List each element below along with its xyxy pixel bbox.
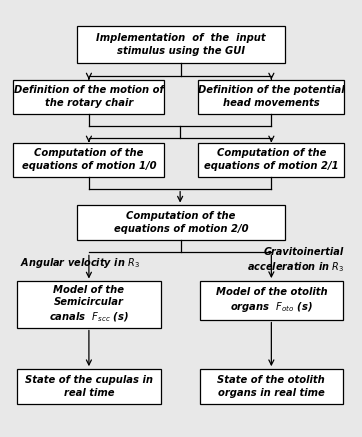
Text: Model of the
Semicircular
canals  $F_{scc}$ (s): Model of the Semicircular canals $F_{scc…: [49, 284, 129, 324]
FancyBboxPatch shape: [77, 205, 285, 240]
FancyBboxPatch shape: [17, 281, 161, 328]
Text: Computation of the
equations of motion 2/1: Computation of the equations of motion 2…: [204, 149, 339, 171]
FancyBboxPatch shape: [13, 142, 164, 177]
Text: Implementation  of  the  input
stimulus using the GUI: Implementation of the input stimulus usi…: [96, 33, 266, 56]
FancyBboxPatch shape: [200, 369, 342, 403]
Text: Computation of the
equations of motion 2/0: Computation of the equations of motion 2…: [114, 212, 248, 234]
FancyBboxPatch shape: [77, 25, 285, 63]
FancyBboxPatch shape: [13, 80, 164, 114]
FancyBboxPatch shape: [200, 281, 342, 319]
Text: Model of the otolith
organs  $F_{oto}$ (s): Model of the otolith organs $F_{oto}$ (s…: [215, 287, 327, 314]
Text: Angular velocity in $R_3$: Angular velocity in $R_3$: [20, 257, 140, 271]
FancyBboxPatch shape: [198, 80, 344, 114]
FancyBboxPatch shape: [198, 142, 344, 177]
Text: Definition of the potential
head movements: Definition of the potential head movemen…: [198, 86, 345, 108]
Text: State of the cupulas in
real time: State of the cupulas in real time: [25, 375, 153, 398]
Text: Definition of the motion of
the rotary chair: Definition of the motion of the rotary c…: [14, 86, 164, 108]
Text: Gravitoinertial
acceleration in $R_3$: Gravitoinertial acceleration in $R_3$: [247, 247, 344, 274]
Text: Computation of the
equations of motion 1/0: Computation of the equations of motion 1…: [22, 149, 156, 171]
FancyBboxPatch shape: [17, 369, 161, 403]
Text: State of the otolith
organs in real time: State of the otolith organs in real time: [218, 375, 325, 398]
